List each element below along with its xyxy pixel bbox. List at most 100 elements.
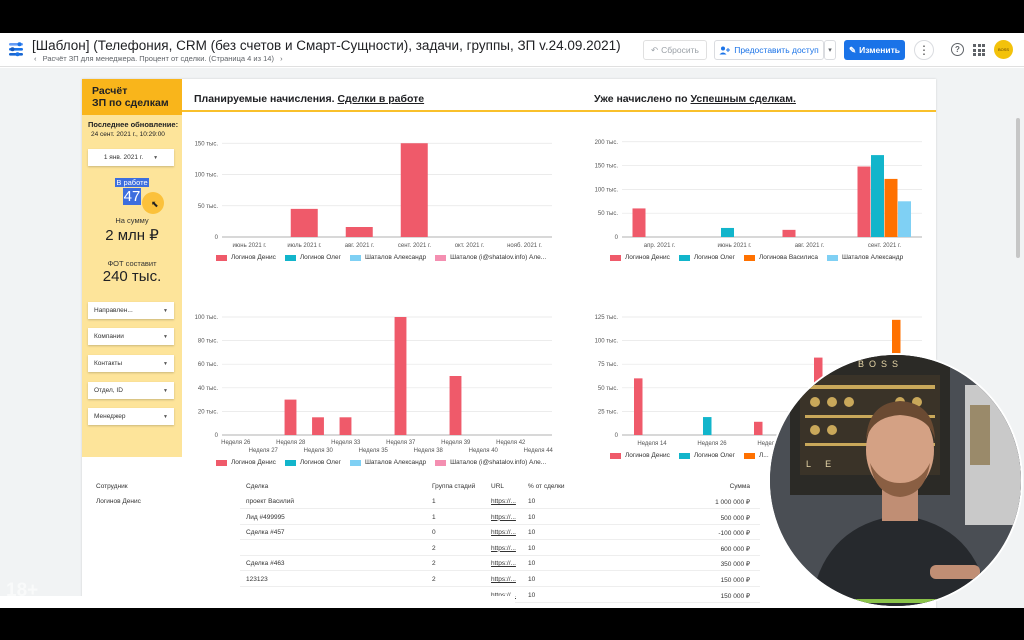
table-cell[interactable]: https://...: [491, 576, 516, 583]
y-tick-label: 50 тыс.: [598, 211, 618, 217]
filter-department-label: Отдел, ID: [94, 387, 123, 394]
legend-swatch: [743, 452, 755, 459]
table-cell[interactable]: https://...: [491, 498, 516, 505]
user-avatar[interactable]: BOSS: [994, 40, 1013, 59]
table-row: 2 https://... 10 600 000 ₽: [90, 541, 870, 556]
legend-item[interactable]: Логинов Денис: [216, 254, 276, 261]
legend-item[interactable]: Логинова Василиса: [743, 254, 818, 261]
in-work-value[interactable]: 47: [82, 188, 182, 205]
date-range-picker[interactable]: 1 янв. 2021 г. ▼: [88, 149, 174, 166]
legend-label: Логинов Денис: [231, 254, 276, 261]
done-title-link[interactable]: Успешным сделкам.: [690, 93, 796, 105]
filter-manager[interactable]: Менеджер ▼: [88, 408, 174, 425]
table-cell[interactable]: https://...: [491, 513, 516, 521]
legend-item[interactable]: Логинов Денис: [216, 459, 276, 466]
x-tick-label: Неделя 14: [637, 441, 667, 447]
legend-item[interactable]: Логинов Денис: [610, 254, 670, 261]
legend-item[interactable]: Логинов Олег: [678, 452, 735, 459]
legend-item[interactable]: Шаталов Александр: [826, 254, 903, 261]
legend-label: Логинов Олег: [299, 254, 341, 261]
caret-down-icon: ▼: [163, 360, 168, 367]
caret-down-icon: ▼: [163, 333, 168, 340]
chart-bar[interactable]: [394, 317, 407, 435]
legend-item[interactable]: Логинов Олег: [284, 459, 341, 466]
data-studio-logo-icon[interactable]: [8, 41, 24, 57]
filter-direction[interactable]: Направлен... ▼: [88, 302, 174, 319]
chart-bar[interactable]: [871, 155, 884, 237]
filter-contacts[interactable]: Контакты ▼: [88, 355, 174, 372]
chart-bar[interactable]: [884, 178, 898, 237]
chart-bar[interactable]: [634, 378, 643, 435]
caret-down-icon: ▼: [163, 387, 168, 394]
document-title[interactable]: [Шаблон] (Телефония, CRM (без счетов и С…: [32, 38, 621, 53]
share-button[interactable]: Предоставить доступ: [714, 40, 824, 60]
more-options-button[interactable]: ⋮: [914, 40, 934, 60]
reset-button[interactable]: ↶ Сбросить: [643, 40, 707, 60]
legend-item[interactable]: Шаталов Александр: [349, 254, 426, 261]
chart-bar[interactable]: [312, 417, 324, 435]
table-cell[interactable]: https://...: [491, 529, 516, 537]
sum-label: На сумму: [115, 216, 149, 225]
next-page-icon[interactable]: ›: [280, 54, 283, 63]
planned-monthly-chart[interactable]: 0 50 тыс. 100 тыс. 150 тыс. июнь 2021 г. июль…: [186, 131, 556, 270]
x-tick-label: июнь 2021 г.: [717, 243, 751, 249]
planned-title-link[interactable]: Сделки в работе: [337, 93, 425, 105]
page-breadcrumb[interactable]: ‹ Расчёт ЗП для менеджера. Процент от сд…: [32, 54, 285, 63]
chart-bar[interactable]: [449, 376, 462, 435]
table-cell[interactable]: https://...: [491, 560, 516, 568]
chart-bar[interactable]: [339, 417, 352, 435]
y-tick-label: 100 тыс.: [195, 315, 219, 321]
table-cell: 1 000 000 ₽: [715, 499, 750, 506]
chart-bar[interactable]: [290, 208, 318, 237]
legend-item[interactable]: Логинов Денис: [610, 452, 670, 459]
chart-bar[interactable]: [632, 208, 646, 237]
filter-department[interactable]: Отдел, ID ▼: [88, 382, 174, 399]
chart-bar[interactable]: [703, 417, 712, 435]
chart-bar[interactable]: [857, 166, 871, 237]
chart-bar[interactable]: [284, 399, 297, 435]
x-tick-label: апр. 2021 г.: [644, 243, 676, 249]
table-row: 123123 2 https://... 10 150 000 ₽: [90, 572, 870, 587]
x-tick-label: июнь 2021 г.: [232, 243, 266, 249]
legend-item[interactable]: Шаталов Александр: [349, 459, 426, 466]
x-tick-label: сент. 2021 г.: [398, 243, 432, 249]
row-divider: [240, 570, 760, 572]
table-cell: Логинов Денис: [96, 498, 141, 505]
prev-page-icon[interactable]: ‹: [34, 54, 37, 63]
table-cell: Сделка #457: [246, 529, 285, 537]
apps-grid-icon[interactable]: [973, 44, 985, 56]
legend-item[interactable]: Шаталов (i@shatalov.info) Але...: [435, 459, 546, 466]
chart-bar[interactable]: [898, 201, 911, 237]
x-tick-label: авг. 2021 г.: [795, 243, 825, 249]
chart-bar[interactable]: [400, 143, 428, 237]
help-icon[interactable]: ?: [951, 43, 964, 56]
legend-item[interactable]: Логинов Олег: [678, 254, 735, 261]
table-header-cell: URL: [491, 483, 505, 490]
legend-item[interactable]: Шаталов (i@shatalov.info) Але...: [435, 254, 546, 261]
payroll-value: 240 тыс.: [102, 268, 162, 285]
header-divider: [182, 110, 936, 112]
x-tick-label: Неделя 30: [304, 448, 334, 454]
table-cell[interactable]: https://...: [491, 592, 516, 599]
legend-label: Логинов Олег: [299, 459, 341, 466]
table-cell[interactable]: https://...: [491, 544, 516, 552]
done-monthly-chart[interactable]: 0 50 тыс. 100 тыс. 150 тыс. 200 тыс. апр. 202…: [586, 131, 926, 270]
panel-title-line1: Расчёт: [92, 85, 128, 97]
chart-bar[interactable]: [754, 421, 763, 435]
filter-companies[interactable]: Компании ▼: [88, 328, 174, 345]
chart-bar[interactable]: [345, 227, 373, 237]
edit-button[interactable]: ✎ Изменить: [844, 40, 905, 60]
planned-weekly-chart[interactable]: 0 20 тыс. 40 тыс. 60 тыс. 80 тыс. 100 тыс. Нед…: [186, 303, 556, 466]
table-cell: проект Василий: [246, 498, 294, 505]
legend-item[interactable]: Логинов Олег: [284, 254, 341, 261]
share-dropdown-button[interactable]: ▾: [824, 40, 836, 60]
legend-swatch: [284, 459, 296, 466]
x-tick-label: июль 2021 г.: [287, 243, 321, 249]
vertical-scrollbar[interactable]: [1016, 118, 1020, 258]
legend-item[interactable]: Л...: [743, 452, 769, 459]
payroll-label: ФОТ составит: [107, 259, 157, 268]
table-cell: 10: [528, 560, 536, 568]
chart-bar[interactable]: [721, 227, 734, 237]
legend-swatch: [743, 254, 755, 261]
chart-bar[interactable]: [782, 229, 796, 237]
